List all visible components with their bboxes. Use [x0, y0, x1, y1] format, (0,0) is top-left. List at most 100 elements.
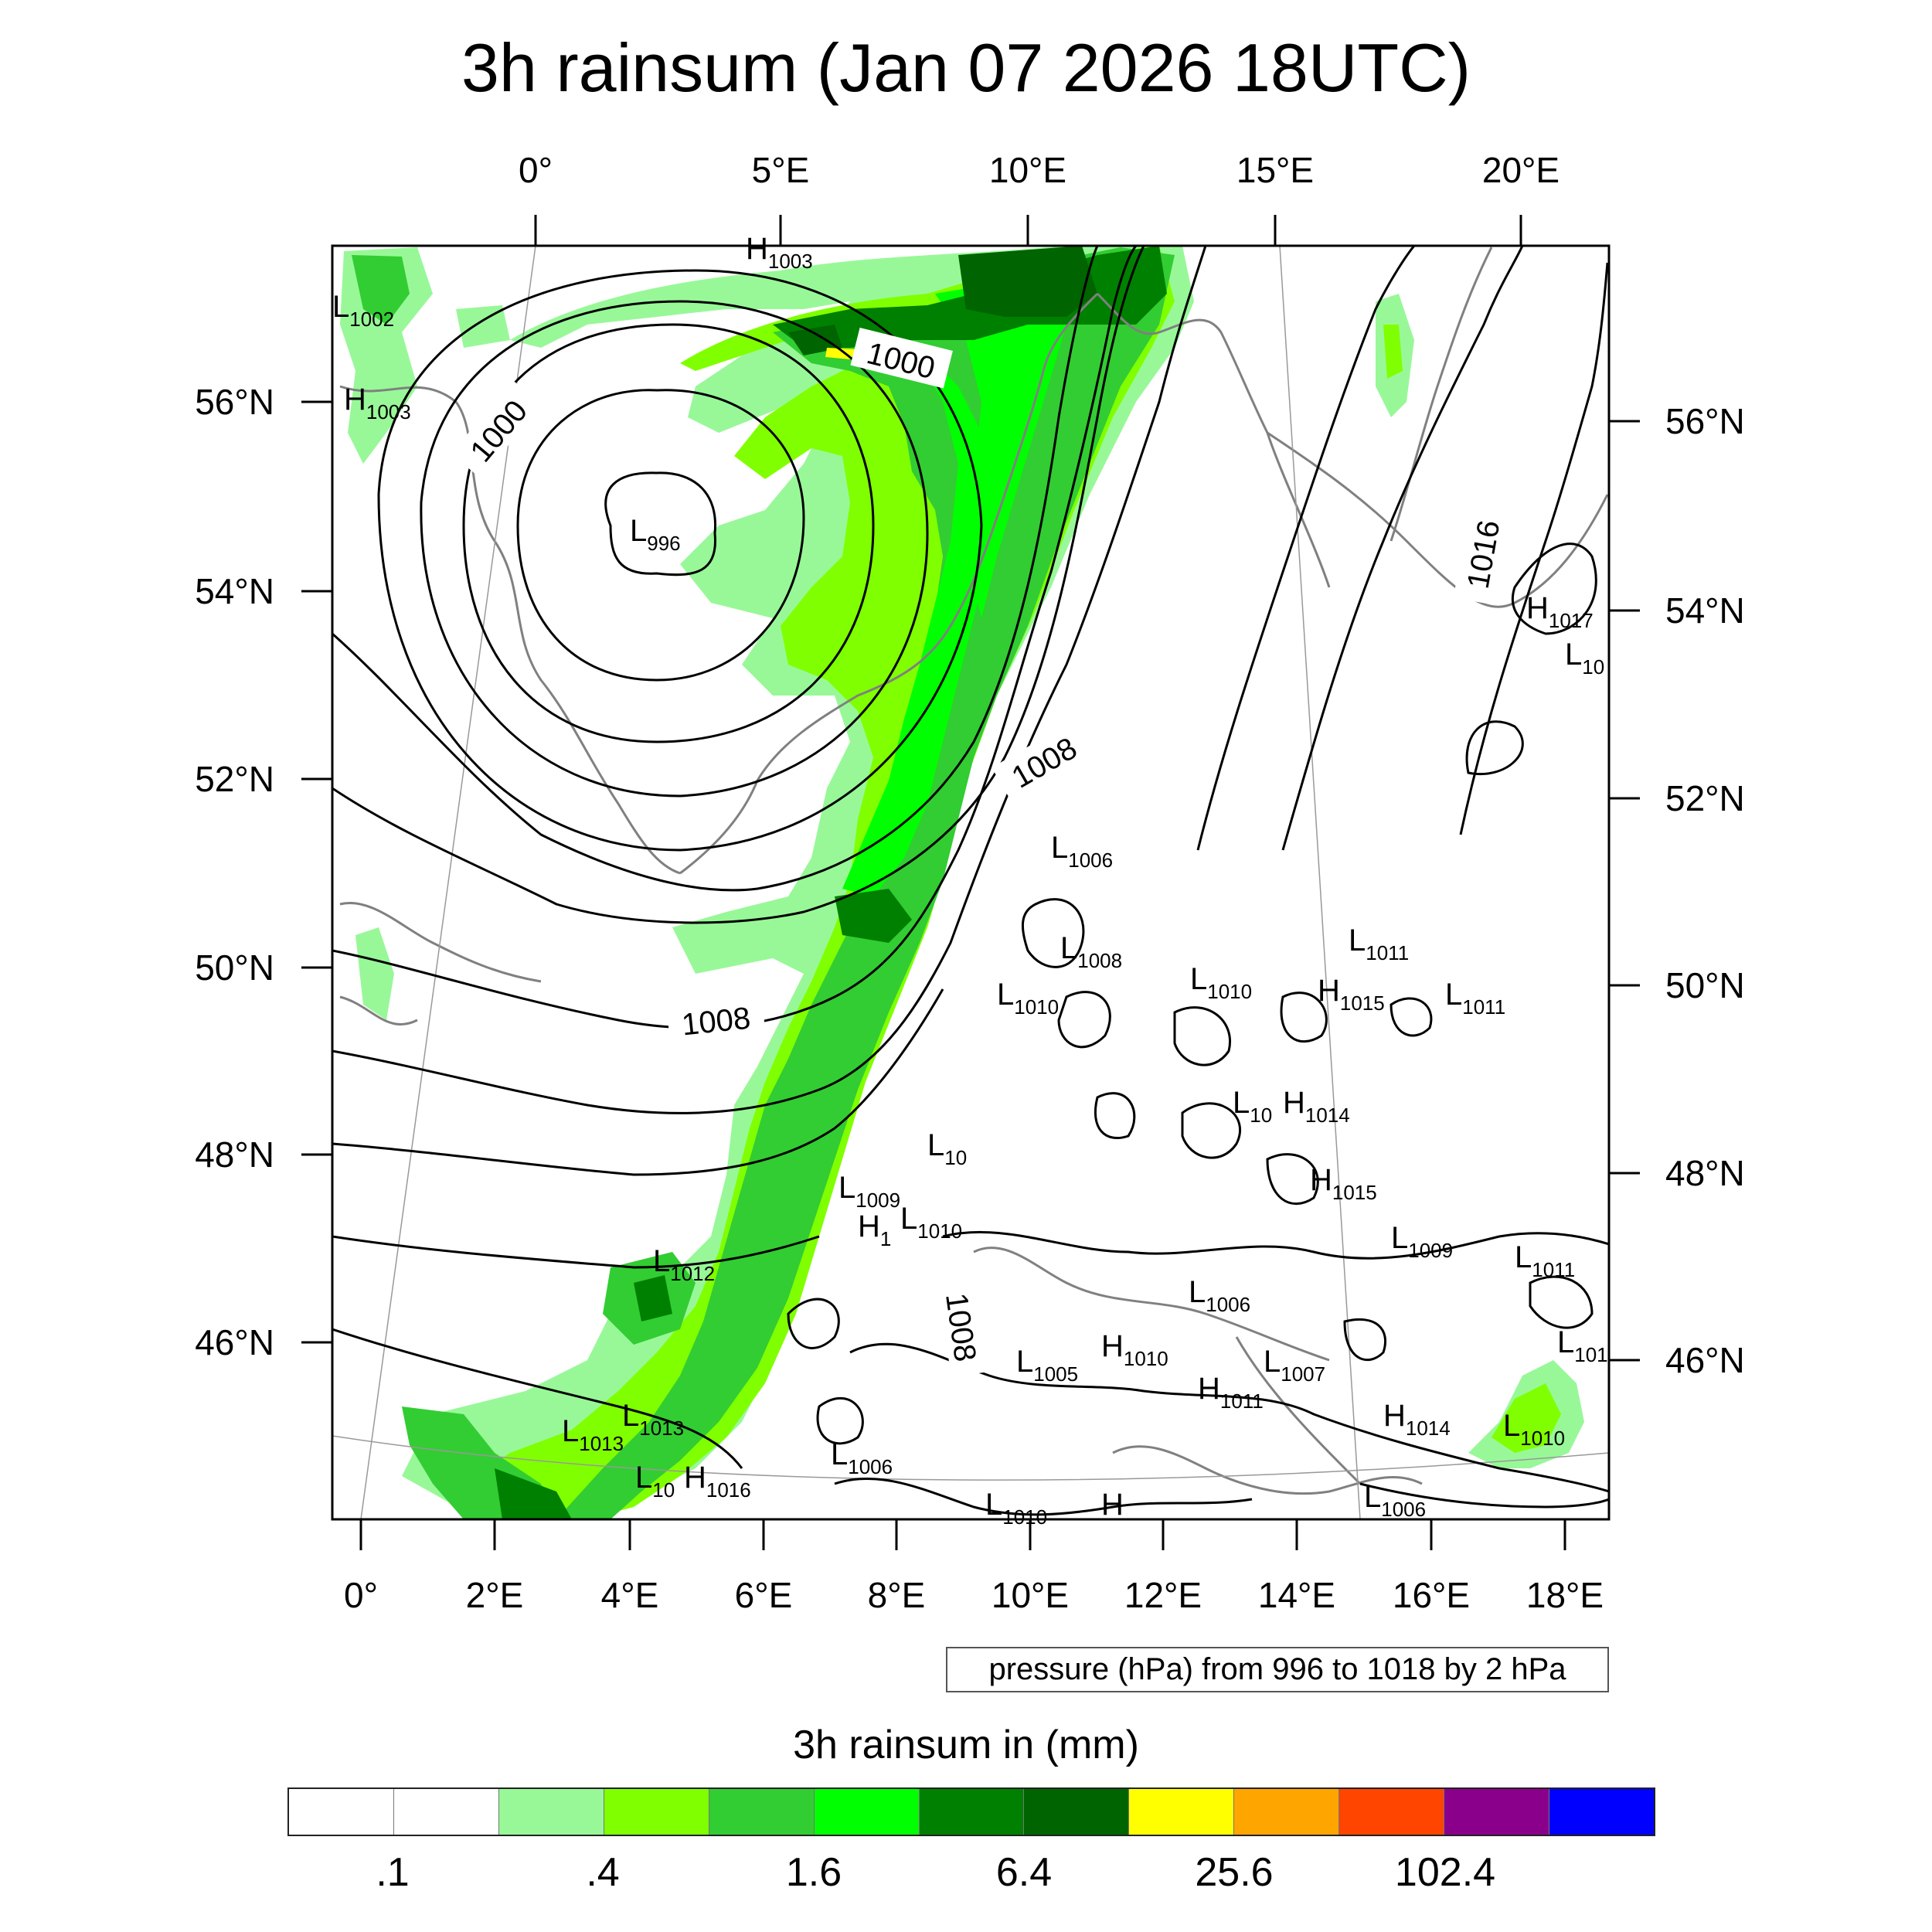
right-lat-label: 46°N: [1665, 1340, 1745, 1380]
isobar-labels: 1000 1000 1008 1008 1016 1008: [451, 327, 1509, 1377]
pressure-info-box: pressure (hPa) from 996 to 1018 by 2 hPa: [946, 1647, 1609, 1692]
high-pressure-marker: H1015: [1310, 1163, 1377, 1204]
left-lat-label: 50°N: [195, 947, 274, 988]
right-lat-label: 50°N: [1665, 965, 1745, 1005]
low-pressure-marker: L1006: [1189, 1275, 1250, 1316]
low-pressure-marker: L1011: [1515, 1240, 1575, 1281]
bottom-longitude-labels: 0° 2°E 4°E 6°E 8°E 10°E 12°E 14°E 16°E 1…: [344, 1575, 1604, 1615]
high-pressure-marker: H1016: [684, 1461, 751, 1502]
pressure-centers: H1003L1002H1003L996H1017L10L1006L1008L10…: [332, 232, 1608, 1529]
coastlines: [339, 247, 1609, 1495]
low-pressure-marker: L1009: [838, 1171, 900, 1212]
low-pressure-marker: L1011: [1349, 923, 1409, 964]
low-pressure-marker: L1006: [1051, 831, 1113, 872]
colorbar-cell: [498, 1789, 604, 1835]
high-pressure-marker: H1003: [746, 232, 813, 273]
low-pressure-marker: L1010: [1503, 1409, 1565, 1450]
map-frame: [331, 244, 1611, 1521]
precipitation-field: [340, 246, 1584, 1519]
high-pressure-marker: H1011: [1198, 1372, 1264, 1413]
bottom-lon-label: 12°E: [1124, 1575, 1202, 1615]
right-lat-label: 56°N: [1665, 401, 1745, 441]
colorbar: [287, 1787, 1655, 1836]
map-title: 3h rainsum (Jan 07 2026 18UTC): [461, 29, 1471, 106]
colorbar-cell: [393, 1789, 499, 1835]
high-pressure-marker: H1015: [1318, 974, 1385, 1015]
colorbar-cell: [1444, 1789, 1550, 1835]
low-pressure-marker: L1005: [1016, 1345, 1078, 1386]
low-pressure-marker: L1012: [653, 1244, 715, 1285]
left-lat-label: 48°N: [195, 1134, 274, 1175]
high-pressure-marker: H1: [858, 1209, 891, 1250]
colorbar-label: 102.4: [1394, 1850, 1496, 1895]
low-pressure-marker: L1010: [1190, 962, 1252, 1003]
bottom-lon-label: 18°E: [1526, 1575, 1604, 1615]
low-pressure-marker: L10: [1233, 1086, 1272, 1127]
low-pressure-marker: L1010: [900, 1202, 962, 1243]
low-pressure-marker: L1006: [831, 1437, 893, 1478]
colorbar-cell: [1129, 1789, 1235, 1835]
left-latitude-labels: 56°N 54°N 52°N 50°N 48°N 46°N: [195, 382, 274, 1362]
top-lon-label: 5°E: [752, 150, 810, 190]
colorbar-cell: [814, 1789, 920, 1835]
low-pressure-marker: L10: [927, 1128, 967, 1169]
low-pressure-marker: L1009: [1391, 1221, 1453, 1262]
left-lat-label: 54°N: [195, 571, 274, 611]
low-pressure-marker: L1006: [1364, 1480, 1426, 1521]
low-pressure-marker: L10: [635, 1461, 675, 1502]
colorbar-label: 6.4: [995, 1850, 1053, 1895]
colorbar-label: 1.6: [785, 1850, 842, 1895]
right-lat-label: 48°N: [1665, 1153, 1745, 1193]
low-pressure-marker: L1008: [1060, 931, 1122, 972]
top-lon-label: 10°E: [989, 150, 1066, 190]
left-lat-label: 52°N: [195, 759, 274, 799]
low-pressure-marker: L1013: [622, 1399, 684, 1440]
high-pressure-marker: H1014: [1383, 1399, 1451, 1440]
bottom-lon-label: 0°: [344, 1575, 378, 1615]
top-longitude-labels: 0° 5°E 10°E 15°E 20°E: [519, 150, 1560, 190]
high-pressure-marker: H1003: [344, 383, 411, 423]
left-lat-label: 56°N: [195, 382, 274, 422]
colorbar-label: .4: [586, 1850, 620, 1895]
high-pressure-marker: H1017: [1526, 591, 1594, 632]
colorbar-cell: [1024, 1789, 1130, 1835]
legend-title: 3h rainsum in (mm): [793, 1723, 1139, 1767]
colorbar-label: .1: [376, 1850, 410, 1895]
graticule: [332, 246, 1609, 1519]
colorbar-label: 25.6: [1195, 1850, 1274, 1895]
bottom-lon-label: 4°E: [601, 1575, 659, 1615]
high-pressure-marker: H: [1101, 1488, 1124, 1522]
top-lon-label: 15°E: [1236, 150, 1314, 190]
isobar-label: 1008: [680, 1001, 752, 1042]
isobars: [332, 246, 1609, 1516]
high-pressure-marker: H1010: [1101, 1329, 1168, 1370]
low-pressure-marker: L1013: [562, 1414, 624, 1455]
axis-ticks: [301, 215, 1640, 1550]
colorbar-cell: [604, 1789, 709, 1835]
low-pressure-marker: L1011: [1445, 978, 1505, 1019]
low-pressure-marker: L10: [1565, 638, 1604, 679]
bottom-lon-label: 2°E: [466, 1575, 524, 1615]
top-lon-label: 20°E: [1482, 150, 1560, 190]
bottom-lon-label: 10°E: [992, 1575, 1069, 1615]
low-pressure-marker: L1007: [1264, 1345, 1325, 1386]
bottom-lon-label: 16°E: [1393, 1575, 1470, 1615]
right-lat-label: 54°N: [1665, 590, 1745, 631]
bottom-lon-label: 14°E: [1258, 1575, 1335, 1615]
low-pressure-marker: L996: [630, 514, 681, 555]
left-lat-label: 46°N: [195, 1322, 274, 1362]
low-pressure-marker: L1002: [332, 290, 394, 331]
colorbar-cell: [1339, 1789, 1445, 1835]
colorbar-cell: [1234, 1789, 1340, 1835]
right-latitude-labels: 56°N 54°N 52°N 50°N 48°N 46°N: [1665, 401, 1745, 1380]
high-pressure-marker: H1014: [1283, 1086, 1350, 1127]
pressure-info-text: pressure (hPa) from 996 to 1018 by 2 hPa: [988, 1652, 1566, 1686]
colorbar-cell: [709, 1789, 815, 1835]
bottom-lon-label: 8°E: [868, 1575, 926, 1615]
colorbar-cell: [289, 1789, 394, 1835]
low-pressure-marker: L101: [1557, 1325, 1608, 1366]
low-pressure-marker: L1010: [985, 1488, 1047, 1529]
low-pressure-marker: L1010: [997, 978, 1059, 1019]
right-lat-label: 52°N: [1665, 778, 1745, 818]
